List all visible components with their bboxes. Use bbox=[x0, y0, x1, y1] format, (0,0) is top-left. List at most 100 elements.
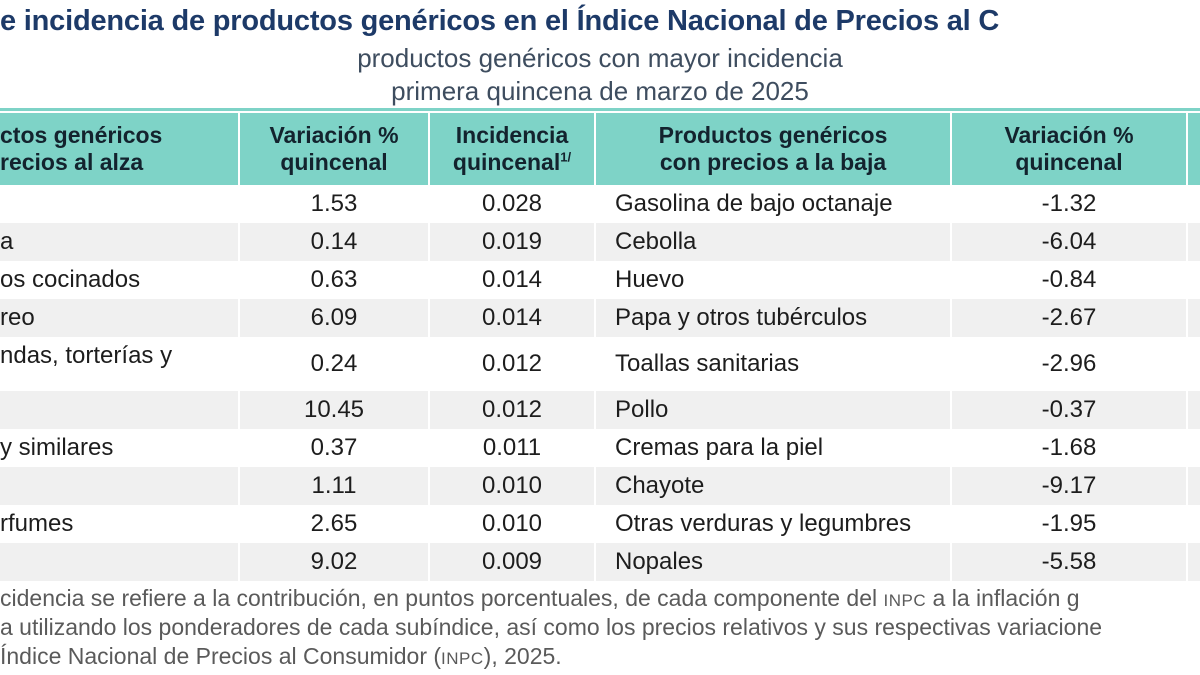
header-col-incidence: Incidencia quincenal1/ bbox=[430, 113, 594, 185]
alza-name-cell: y similares bbox=[0, 429, 238, 467]
baja-variation-cell: -2.96 bbox=[952, 337, 1186, 391]
alza-name-cell: os cocinados bbox=[0, 261, 238, 299]
price-incidence-table: ctos genéricos recios al alza Variación % q… bbox=[0, 108, 1200, 581]
incidence-cell: 0.009 bbox=[430, 543, 594, 581]
header-col-alza: ctos genéricos recios al alza bbox=[0, 113, 238, 185]
baja-variation-cell: -0.37 bbox=[952, 391, 1186, 429]
table-row: a 0.14 0.019 Cebolla -6.04 bbox=[0, 223, 1200, 261]
header-label-line: Variación % bbox=[1004, 122, 1134, 148]
incidence-cell: 0.014 bbox=[430, 299, 594, 337]
table-row: os cocinados 0.63 0.014 Huevo -0.84 bbox=[0, 261, 1200, 299]
baja-variation-cell: -0.84 bbox=[952, 261, 1186, 299]
table-row: 9.02 0.009 Nopales -5.58 bbox=[0, 543, 1200, 581]
subtitle-line-2: primera quincena de marzo de 2025 bbox=[391, 76, 809, 106]
footnote-line: cidencia se refiere a la contribución, e… bbox=[0, 584, 1200, 613]
alza-variation-cell: 1.53 bbox=[240, 185, 428, 223]
alza-variation-cell: 9.02 bbox=[240, 543, 428, 581]
baja-name-cell: Gasolina de bajo octanaje bbox=[596, 185, 950, 223]
incidence-cell: 0.028 bbox=[430, 185, 594, 223]
baja-name-cell: Papa y otros tubérculos bbox=[596, 299, 950, 337]
header-col-variation-baja: Variación % quincenal bbox=[952, 113, 1186, 185]
subtitle-line-1: productos genéricos con mayor incidencia bbox=[357, 43, 843, 73]
footnote: cidencia se refiere a la contribución, e… bbox=[0, 584, 1200, 671]
alza-variation-cell: 10.45 bbox=[240, 391, 428, 429]
alza-variation-cell: 1.11 bbox=[240, 467, 428, 505]
alza-name-cell: a bbox=[0, 223, 238, 261]
baja-name-cell: Toallas sanitarias bbox=[596, 337, 950, 391]
cropped-column-sliver bbox=[1188, 391, 1200, 429]
cropped-column-sliver bbox=[1188, 505, 1200, 543]
alza-variation-cell: 2.65 bbox=[240, 505, 428, 543]
inpc-smallcaps-text: INPC bbox=[883, 591, 927, 610]
alza-variation-cell: 0.24 bbox=[240, 337, 428, 391]
table-body: 1.53 0.028 Gasolina de bajo octanaje -1.32 a… bbox=[0, 185, 1200, 581]
alza-name-cell bbox=[0, 391, 238, 429]
baja-name-cell: Huevo bbox=[596, 261, 950, 299]
alza-variation-cell: 6.09 bbox=[240, 299, 428, 337]
alza-name-cell: ndas, torterías y bbox=[0, 337, 238, 391]
header-label-line: Variación % bbox=[269, 122, 399, 148]
cropped-column-sliver bbox=[1188, 467, 1200, 505]
table-row: 1.53 0.028 Gasolina de bajo octanaje -1.32 bbox=[0, 185, 1200, 223]
baja-variation-cell: -1.32 bbox=[952, 185, 1186, 223]
baja-name-cell: Otras verduras y legumbres bbox=[596, 505, 950, 543]
header-label-line: recios al alza bbox=[0, 149, 144, 175]
cropped-column-sliver bbox=[1188, 543, 1200, 581]
footnote-text: a utilizando los ponderadores de cada su… bbox=[0, 614, 1103, 640]
baja-variation-cell: -9.17 bbox=[952, 467, 1186, 505]
header-col-baja: Productos genéricos con precios a la baja bbox=[596, 113, 950, 185]
alza-name-cell: rfumes bbox=[0, 505, 238, 543]
incidence-cell: 0.012 bbox=[430, 337, 594, 391]
alza-name-cell bbox=[0, 543, 238, 581]
inpc-smallcaps-text: INPC bbox=[441, 649, 484, 668]
alza-name-cell: reo bbox=[0, 299, 238, 337]
baja-variation-cell: -6.04 bbox=[952, 223, 1186, 261]
table-row: 1.11 0.010 Chayote -9.17 bbox=[0, 467, 1200, 505]
footnote-line: Índice Nacional de Precios al Consumidor… bbox=[0, 642, 1200, 671]
cropped-column-sliver bbox=[1188, 185, 1200, 223]
baja-name-cell: Pollo bbox=[596, 391, 950, 429]
cropped-column-sliver bbox=[1188, 261, 1200, 299]
table-row: y similares 0.37 0.011 Cremas para la piel -… bbox=[0, 429, 1200, 467]
incidence-cell: 0.014 bbox=[430, 261, 594, 299]
baja-name-cell: Nopales bbox=[596, 543, 950, 581]
incidence-cell: 0.012 bbox=[430, 391, 594, 429]
baja-name-cell: Chayote bbox=[596, 467, 950, 505]
incidence-cell: 0.011 bbox=[430, 429, 594, 467]
header-label-line: Productos genéricos bbox=[658, 122, 888, 148]
table-row: ndas, torterías y 0.24 0.012 Toallas sanita… bbox=[0, 337, 1200, 391]
baja-variation-cell: -5.58 bbox=[952, 543, 1186, 581]
footnote-line: a utilizando los ponderadores de cada su… bbox=[0, 613, 1200, 642]
footnote-text: Índice Nacional de Precios al Consumidor… bbox=[0, 643, 442, 669]
baja-variation-cell: -1.68 bbox=[952, 429, 1186, 467]
header-label-line: quincenal bbox=[280, 149, 388, 175]
baja-name-cell: Cebolla bbox=[596, 223, 950, 261]
baja-variation-cell: -2.67 bbox=[952, 299, 1186, 337]
footnote-marker: 1/ bbox=[560, 149, 572, 165]
table-row: rfumes 2.65 0.010 Otras verduras y legumbre… bbox=[0, 505, 1200, 543]
cropped-column-sliver bbox=[1188, 429, 1200, 467]
header-col-variation-alza: Variación % quincenal bbox=[240, 113, 428, 185]
page-title: e incidencia de productos genéricos en e… bbox=[0, 4, 1000, 37]
header-label-line: quincenal bbox=[1015, 149, 1123, 175]
incidence-cell: 0.010 bbox=[430, 505, 594, 543]
header-cropped-column-sliver bbox=[1188, 113, 1200, 185]
table-row: reo 6.09 0.014 Papa y otros tubérculos -2.67 bbox=[0, 299, 1200, 337]
alza-variation-cell: 0.63 bbox=[240, 261, 428, 299]
footnote-text: cidencia se refiere a la contribución, e… bbox=[0, 585, 884, 611]
header-label-line: ctos genéricos bbox=[0, 122, 163, 148]
baja-variation-cell: -1.95 bbox=[952, 505, 1186, 543]
footnote-text: a la inflación g bbox=[926, 585, 1080, 611]
incidence-cell: 0.010 bbox=[430, 467, 594, 505]
alza-name-cell bbox=[0, 185, 238, 223]
table-header-row: ctos genéricos recios al alza Variación % q… bbox=[0, 113, 1200, 185]
header-label-line: con precios a la baja bbox=[659, 149, 887, 175]
cropped-column-sliver bbox=[1188, 337, 1200, 391]
table-row: 10.45 0.012 Pollo -0.37 bbox=[0, 391, 1200, 429]
header-label-line: Incidencia bbox=[455, 122, 569, 148]
cropped-column-sliver bbox=[1188, 299, 1200, 337]
alza-name-cell bbox=[0, 467, 238, 505]
incidence-cell: 0.019 bbox=[430, 223, 594, 261]
cropped-column-sliver bbox=[1188, 223, 1200, 261]
